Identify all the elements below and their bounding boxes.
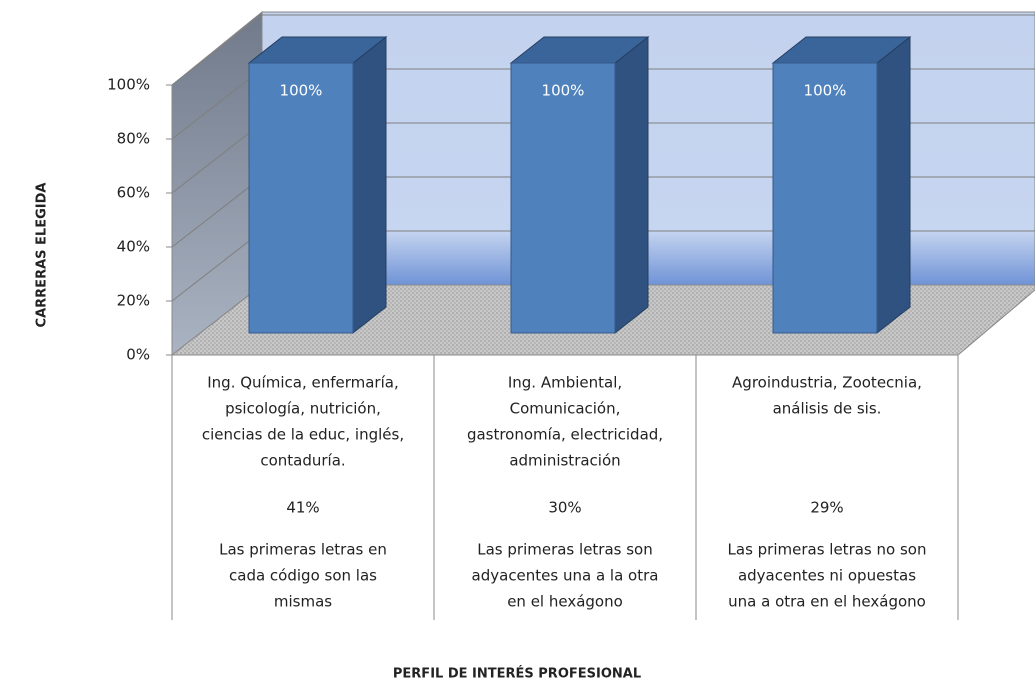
category-label: contaduría.: [260, 452, 345, 470]
y-tick-label: 20%: [117, 292, 150, 310]
category-description: Las primeras letras son: [477, 541, 653, 559]
category-description: adyacentes ni opuestas: [738, 567, 916, 585]
value-label: 100%: [804, 82, 847, 100]
category-description: Las primeras letras en: [219, 541, 387, 559]
category-description: una a otra en el hexágono: [728, 593, 926, 611]
bar-side: [352, 35, 387, 335]
category-share: 41%: [286, 499, 319, 517]
y-axis-label: CARRERAS ELEGIDA: [35, 183, 50, 328]
bar: [510, 62, 616, 334]
category-description: en el hexágono: [507, 593, 623, 611]
bar: [772, 62, 878, 334]
category-label: administración: [509, 452, 620, 470]
value-label: 100%: [542, 82, 585, 100]
category-label: Comunicación,: [510, 400, 621, 418]
bar-side: [614, 35, 649, 335]
category-label: psicología, nutrición,: [225, 400, 381, 418]
category-label: ciencias de la educ, inglés,: [202, 426, 404, 444]
category-label: Ing. Ambiental,: [508, 374, 622, 392]
category-label: Agroindustria, Zootecnia,: [732, 374, 922, 392]
category-label: Ing. Química, enfermaría,: [207, 374, 398, 392]
grid-line: [171, 14, 1035, 86]
category-description: Las primeras letras no son: [728, 541, 927, 559]
y-tick-label: 40%: [117, 238, 150, 256]
category-share: 29%: [810, 499, 843, 517]
category-description: cada código son las: [229, 567, 377, 585]
y-tick-label: 60%: [117, 184, 150, 202]
category-description: mismas: [274, 593, 332, 611]
category-share: 30%: [548, 499, 581, 517]
y-tick-label: 100%: [107, 76, 150, 94]
category-label: gastronomía, electricidad,: [467, 426, 663, 444]
category-label: análisis de sis.: [773, 400, 882, 418]
y-tick-label: 80%: [117, 130, 150, 148]
x-axis-label: PERFIL DE INTERÉS PROFESIONAL: [393, 666, 641, 682]
y-tick-label: 0%: [126, 346, 150, 364]
category-description: adyacentes una a la otra: [472, 567, 659, 585]
bar-side: [876, 35, 911, 335]
bar: [248, 62, 354, 334]
value-label: 100%: [280, 82, 323, 100]
